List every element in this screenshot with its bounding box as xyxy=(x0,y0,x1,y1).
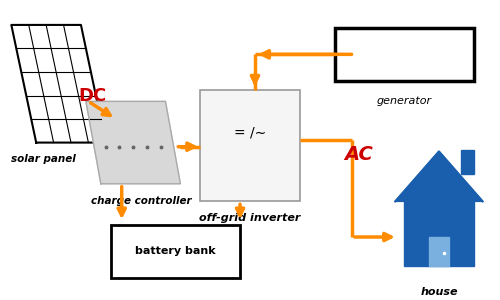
Text: charge controller: charge controller xyxy=(91,196,192,206)
Polygon shape xyxy=(86,101,180,184)
Polygon shape xyxy=(12,25,106,142)
FancyBboxPatch shape xyxy=(429,237,449,266)
Text: battery bank: battery bank xyxy=(135,246,216,256)
Text: DC: DC xyxy=(78,86,106,104)
Text: house: house xyxy=(420,287,458,297)
Text: = /∼: = /∼ xyxy=(234,125,266,139)
Text: off-grid inverter: off-grid inverter xyxy=(200,213,300,223)
Text: generator: generator xyxy=(376,95,432,106)
FancyBboxPatch shape xyxy=(111,225,240,278)
Text: solar panel: solar panel xyxy=(12,154,76,164)
FancyBboxPatch shape xyxy=(404,201,474,266)
Polygon shape xyxy=(395,152,482,201)
FancyBboxPatch shape xyxy=(334,28,474,81)
Text: AC: AC xyxy=(344,145,373,164)
FancyBboxPatch shape xyxy=(200,90,300,201)
FancyBboxPatch shape xyxy=(462,150,474,174)
